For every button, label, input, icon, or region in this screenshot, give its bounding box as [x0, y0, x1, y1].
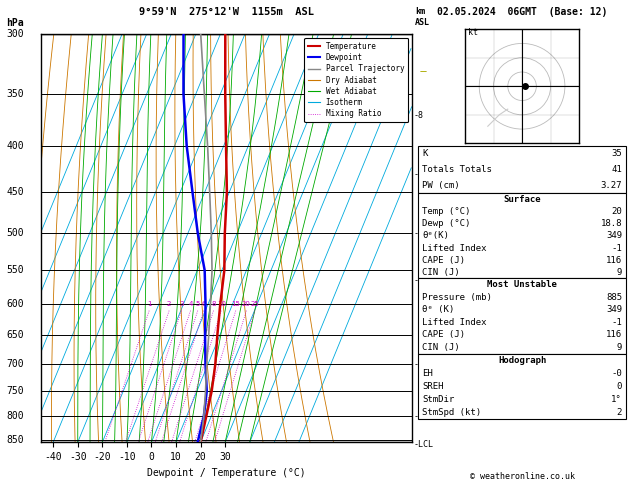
Text: 550: 550: [6, 265, 24, 275]
Text: Totals Totals: Totals Totals: [422, 165, 492, 174]
Text: 3.27: 3.27: [601, 181, 622, 190]
Text: 02.05.2024  06GMT  (Base: 12): 02.05.2024 06GMT (Base: 12): [437, 7, 607, 17]
Text: —: —: [420, 162, 426, 168]
Text: 750: 750: [6, 386, 24, 396]
Text: 2: 2: [167, 301, 171, 307]
Text: 25: 25: [250, 301, 259, 307]
Text: Lifted Index: Lifted Index: [422, 318, 487, 327]
Text: K: K: [422, 149, 428, 158]
Text: 20: 20: [611, 207, 622, 216]
Text: CAPE (J): CAPE (J): [422, 330, 465, 340]
Text: StmSpd (kt): StmSpd (kt): [422, 408, 481, 417]
Text: EH: EH: [422, 369, 433, 378]
Text: -7: -7: [414, 170, 424, 179]
Text: -6: -6: [414, 228, 424, 238]
Text: —: —: [420, 344, 426, 350]
Text: 1°: 1°: [611, 395, 622, 404]
Text: 650: 650: [6, 330, 24, 340]
Text: 600: 600: [6, 299, 24, 309]
Text: 15: 15: [231, 301, 240, 307]
Text: 450: 450: [6, 187, 24, 197]
Text: 1: 1: [147, 301, 152, 307]
Text: 9°59'N  275°12'W  1155m  ASL: 9°59'N 275°12'W 1155m ASL: [139, 7, 314, 17]
Text: θᵉ (K): θᵉ (K): [422, 305, 454, 314]
Text: θᵉ(K): θᵉ(K): [422, 231, 449, 241]
Text: —: —: [420, 369, 426, 376]
Text: 0: 0: [616, 382, 622, 391]
Text: -1: -1: [611, 318, 622, 327]
Text: 18.8: 18.8: [601, 219, 622, 228]
Text: 116: 116: [606, 256, 622, 265]
Text: km
ASL: km ASL: [415, 7, 430, 27]
Text: CIN (J): CIN (J): [422, 343, 460, 352]
Text: 2: 2: [616, 408, 622, 417]
Text: 116: 116: [606, 330, 622, 340]
Text: 6: 6: [201, 301, 206, 307]
X-axis label: Dewpoint / Temperature (°C): Dewpoint / Temperature (°C): [147, 468, 306, 478]
Text: —: —: [420, 257, 426, 262]
Text: 700: 700: [6, 359, 24, 369]
Legend: Temperature, Dewpoint, Parcel Trajectory, Dry Adiabat, Wet Adiabat, Isotherm, Mi: Temperature, Dewpoint, Parcel Trajectory…: [304, 38, 408, 122]
Text: PW (cm): PW (cm): [422, 181, 460, 190]
Text: 349: 349: [606, 305, 622, 314]
Text: -5: -5: [414, 276, 424, 285]
Text: 349: 349: [606, 231, 622, 241]
Text: 8: 8: [211, 301, 216, 307]
Text: kt: kt: [468, 28, 478, 37]
Text: 885: 885: [606, 293, 622, 302]
Text: Temp (°C): Temp (°C): [422, 207, 470, 216]
Text: Lifted Index: Lifted Index: [422, 243, 487, 253]
Text: Hodograph: Hodograph: [498, 356, 546, 365]
Text: -LCL: -LCL: [414, 440, 434, 449]
Text: CAPE (J): CAPE (J): [422, 256, 465, 265]
Text: 9: 9: [616, 268, 622, 277]
Text: 4: 4: [188, 301, 192, 307]
Text: 20: 20: [242, 301, 251, 307]
Text: 9: 9: [616, 343, 622, 352]
Text: Surface: Surface: [503, 195, 541, 204]
Text: 3: 3: [179, 301, 184, 307]
Text: Most Unstable: Most Unstable: [487, 280, 557, 289]
Text: StmDir: StmDir: [422, 395, 454, 404]
Text: 400: 400: [6, 141, 24, 151]
Text: 300: 300: [6, 29, 24, 39]
Text: —: —: [420, 393, 426, 399]
Text: -3: -3: [414, 360, 424, 369]
Text: © weatheronline.co.uk: © weatheronline.co.uk: [470, 472, 574, 481]
Text: -8: -8: [414, 111, 424, 120]
Text: 35: 35: [611, 149, 622, 158]
Text: 10: 10: [217, 301, 226, 307]
Text: 350: 350: [6, 89, 24, 99]
Text: CIN (J): CIN (J): [422, 268, 460, 277]
Text: 500: 500: [6, 228, 24, 238]
Text: 5: 5: [196, 301, 200, 307]
Text: —: —: [420, 68, 426, 74]
Text: 41: 41: [611, 165, 622, 174]
Text: -0: -0: [611, 369, 622, 378]
Text: -2: -2: [414, 412, 424, 421]
Text: 800: 800: [6, 411, 24, 421]
Text: 850: 850: [6, 435, 24, 445]
Text: hPa: hPa: [6, 18, 24, 28]
Text: SREH: SREH: [422, 382, 443, 391]
Text: Dewp (°C): Dewp (°C): [422, 219, 470, 228]
Text: Mixing Ratio (g/kg): Mixing Ratio (g/kg): [438, 191, 447, 286]
Text: Pressure (mb): Pressure (mb): [422, 293, 492, 302]
Text: -1: -1: [611, 243, 622, 253]
